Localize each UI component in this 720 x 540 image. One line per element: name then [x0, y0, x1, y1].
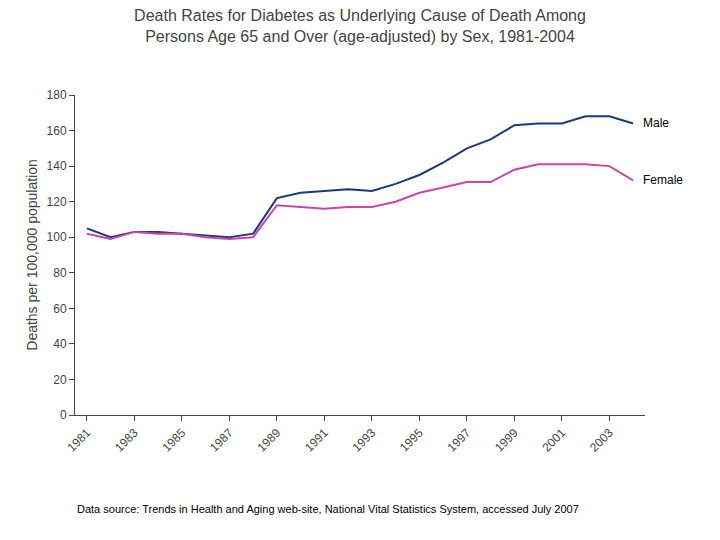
svg-text:1981: 1981 [64, 426, 93, 455]
svg-text:1995: 1995 [397, 426, 426, 455]
svg-text:Data source: Trends in Health: Data source: Trends in Health and Aging … [77, 503, 579, 515]
svg-text:1983: 1983 [112, 426, 141, 455]
svg-text:2003: 2003 [587, 426, 616, 455]
svg-text:Death Rates for Diabetes as Un: Death Rates for Diabetes as Underlying C… [134, 7, 586, 45]
svg-text:100: 100 [47, 230, 67, 244]
svg-text:Deaths per 100,000 population: Deaths per 100,000 population [24, 159, 40, 350]
svg-text:Male: Male [643, 116, 669, 130]
svg-text:180: 180 [47, 88, 67, 102]
svg-text:1985: 1985 [159, 426, 188, 455]
svg-text:20: 20 [53, 373, 67, 387]
svg-text:120: 120 [47, 195, 67, 209]
svg-text:1993: 1993 [349, 426, 378, 455]
svg-text:0: 0 [60, 408, 67, 422]
svg-text:1987: 1987 [207, 426, 236, 455]
svg-text:Female: Female [643, 173, 683, 187]
svg-text:1989: 1989 [254, 426, 283, 455]
svg-text:1997: 1997 [444, 426, 473, 455]
svg-text:40: 40 [53, 337, 67, 351]
svg-text:160: 160 [47, 124, 67, 138]
svg-text:80: 80 [53, 266, 67, 280]
svg-text:140: 140 [47, 159, 67, 173]
svg-text:1991: 1991 [302, 426, 331, 455]
svg-text:2001: 2001 [539, 426, 568, 455]
svg-text:60: 60 [53, 302, 67, 316]
svg-text:1999: 1999 [492, 426, 521, 455]
